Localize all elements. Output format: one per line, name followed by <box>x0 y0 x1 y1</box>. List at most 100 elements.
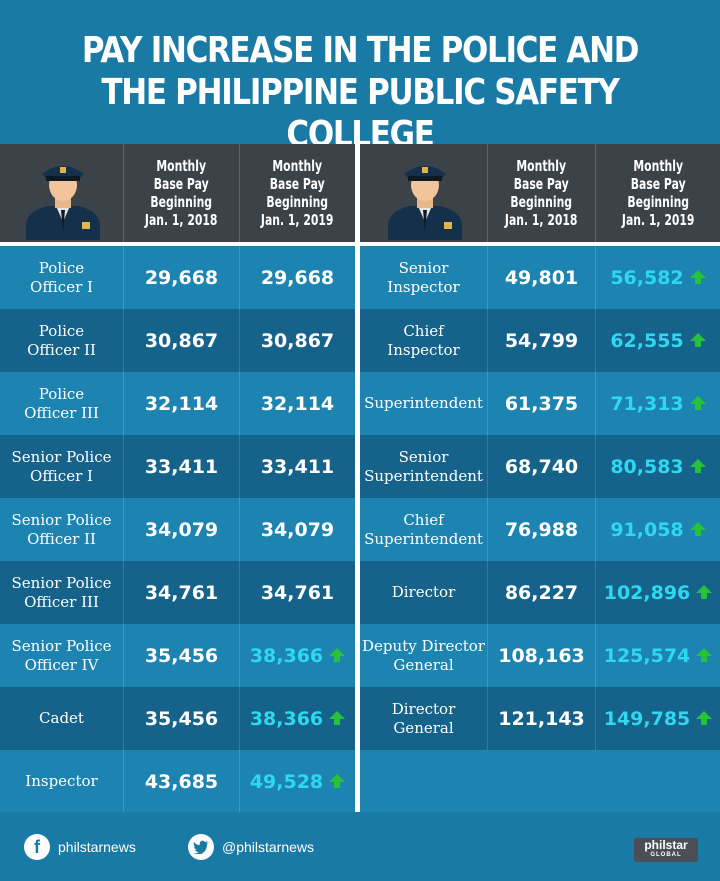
table-row: Police Officer III 32,114 32,114 <box>0 372 355 435</box>
pay-2018: 49,801 <box>487 246 595 309</box>
rank-label: Senior Superintendent <box>360 435 487 498</box>
philstar-logo: philstar GLOBAL <box>634 838 698 862</box>
pay-2019-value: 32,114 <box>260 392 335 415</box>
pay-2018: 33,411 <box>123 435 239 498</box>
pay-2019: 34,761 <box>239 561 355 624</box>
pay-2018-value: 30,867 <box>144 329 219 352</box>
table-row: Police Officer II 30,867 30,867 <box>0 309 355 372</box>
header-2018-left: Monthly Base Pay Beginning Jan. 1, 2018 <box>123 144 239 242</box>
rank-text: Chief <box>403 321 444 340</box>
rank-label: Senior Police Officer I <box>0 435 123 498</box>
rank-text: Superintendent <box>364 466 483 485</box>
header-text: Monthly <box>272 157 323 175</box>
pay-2018: 108,163 <box>487 624 595 687</box>
rank-text: Officer II <box>27 340 96 359</box>
header-text: Jan. 1, 2018 <box>505 211 578 229</box>
pay-2019-value: 71,313 <box>610 392 684 415</box>
pay-2018: 29,668 <box>123 246 239 309</box>
pay-2019: 102,896 <box>595 561 720 624</box>
rank-text: Senior Police <box>11 447 112 466</box>
pay-2018: 61,375 <box>487 372 595 435</box>
rank-text: Officer III <box>24 403 99 422</box>
pay-2019: 91,058 <box>595 498 720 561</box>
table-row: Senior Police Officer II 34,079 34,079 <box>0 498 355 561</box>
rank-text: Officer IV <box>24 655 99 674</box>
header-text: Jan. 1, 2019 <box>261 211 334 229</box>
facebook-icon: f <box>24 834 50 860</box>
officer-icon <box>380 152 470 240</box>
increase-arrow-icon <box>689 269 706 284</box>
pay-2018-value: 76,988 <box>504 518 579 541</box>
logo-subtext: GLOBAL <box>650 852 682 858</box>
rank-label: Police Officer III <box>0 372 123 435</box>
pay-2018-value: 86,227 <box>504 581 579 604</box>
rank-text: Senior Police <box>11 636 112 655</box>
title-line-2: THE PHILIPPINE PUBLIC SAFETY COLLEGE <box>101 72 620 155</box>
title-line-1: PAY INCREASE IN THE POLICE AND <box>81 30 640 71</box>
pay-2019: 49,528 <box>239 750 355 813</box>
rank-label: Director General <box>360 687 487 750</box>
pay-2019-value: 102,896 <box>603 581 691 604</box>
header-text: Base Pay <box>154 175 209 193</box>
facebook-link[interactable]: f philstarnews <box>24 834 136 860</box>
table-row-empty <box>360 750 720 813</box>
pay-2019: 38,366 <box>239 687 355 750</box>
pay-2019-value: 29,668 <box>260 266 335 289</box>
pay-2019: 71,313 <box>595 372 720 435</box>
header-divider <box>0 242 720 246</box>
rank-text: Superintendent <box>364 394 483 412</box>
header-text: Beginning <box>150 193 213 211</box>
pay-2018-value: 35,456 <box>144 644 219 667</box>
rank-text: Inspector <box>387 340 460 359</box>
rank-label: Senior Police Officer IV <box>0 624 123 687</box>
pay-2019-value: 56,582 <box>610 266 684 289</box>
increase-arrow-icon <box>696 584 713 599</box>
pay-2019: 34,079 <box>239 498 355 561</box>
header-text: Jan. 1, 2018 <box>145 211 218 229</box>
pay-2019: 33,411 <box>239 435 355 498</box>
pay-2018-value: 49,801 <box>504 266 579 289</box>
increase-arrow-icon <box>689 395 706 410</box>
rank-label: Senior Police Officer III <box>0 561 123 624</box>
rank-text: Police <box>38 258 85 277</box>
twitter-link[interactable]: @philstarnews <box>188 834 314 860</box>
rank-text: General <box>393 655 454 674</box>
pay-2018: 35,456 <box>123 687 239 750</box>
rank-text: Officer III <box>24 592 99 611</box>
header-text: Base Pay <box>514 175 569 193</box>
rank-text: Inspector <box>387 277 460 296</box>
rank-label: Senior Police Officer II <box>0 498 123 561</box>
pay-2018: 43,685 <box>123 750 239 813</box>
pay-2018: 34,761 <box>123 561 239 624</box>
pay-2018: 30,867 <box>123 309 239 372</box>
twitter-handle: @philstarnews <box>222 839 315 855</box>
table-header: Monthly Base Pay Beginning Jan. 1, 2018 … <box>0 144 720 242</box>
pay-2019-value: 38,366 <box>249 707 324 730</box>
increase-arrow-icon <box>689 521 706 536</box>
facebook-handle: philstarnews <box>58 839 136 855</box>
table-row: Cadet 35,456 38,366 <box>0 687 355 750</box>
pay-2019: 149,785 <box>595 687 720 750</box>
pay-2019-value: 33,411 <box>260 455 335 478</box>
rank-label: Chief Inspector <box>360 309 487 372</box>
pay-2019-value: 62,555 <box>610 329 684 352</box>
table-row: Senior Police Officer I 33,411 33,411 <box>0 435 355 498</box>
pay-2018: 121,143 <box>487 687 595 750</box>
rank-text: Officer I <box>30 277 93 296</box>
header-text: Base Pay <box>630 175 686 193</box>
table-row: Deputy Director General 108,163 125,574 <box>360 624 720 687</box>
pay-2018: 34,079 <box>123 498 239 561</box>
pay-2018-value: 35,456 <box>144 707 219 730</box>
header-2019-right: Monthly Base Pay Beginning Jan. 1, 2019 <box>595 144 720 242</box>
rank-label: Inspector <box>0 750 123 813</box>
rank-label: Police Officer II <box>0 309 123 372</box>
header-text: Base Pay <box>270 175 325 193</box>
table-row: Chief Superintendent 76,988 91,058 <box>360 498 720 561</box>
rank-text: Officer I <box>30 466 93 485</box>
pay-2018: 76,988 <box>487 498 595 561</box>
pay-2018: 86,227 <box>487 561 595 624</box>
pay-2019: 38,366 <box>239 624 355 687</box>
pay-2019-value: 91,058 <box>610 518 684 541</box>
table-row: Senior Inspector 49,801 56,582 <box>360 246 720 309</box>
rank-label: Chief Superintendent <box>360 498 487 561</box>
